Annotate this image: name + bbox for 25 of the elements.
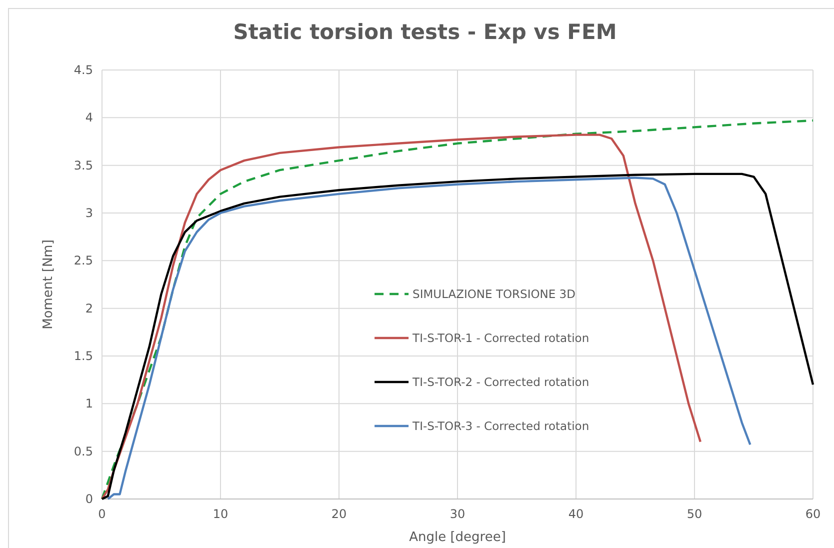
y-tick-label: 1.5 — [74, 349, 93, 363]
legend-label: SIMULAZIONE TORSIONE 3D — [412, 287, 576, 302]
x-axis-title: Angle [degree] — [409, 530, 506, 545]
y-axis-title: Moment [Nm] — [41, 240, 56, 330]
y-tick-label: 3 — [85, 206, 93, 220]
line-series — [100, 134, 702, 500]
legend-label: TI-S-TOR-1 - Corrected rotation — [412, 331, 590, 346]
x-tick-label: 10 — [212, 507, 228, 521]
legend-label: TI-S-TOR-2 - Corrected rotation — [412, 375, 590, 390]
chart-title: Static torsion tests - Exp vs FEM — [233, 20, 617, 44]
legend-label: TI-S-TOR-3 - Corrected rotation — [412, 419, 590, 434]
x-tick-label: 40 — [568, 507, 584, 521]
x-tick-label: 50 — [686, 507, 702, 521]
x-tick-label: 30 — [450, 507, 466, 521]
y-tick-label: 3.5 — [74, 158, 93, 172]
x-tick-label: 20 — [331, 507, 347, 521]
y-tick-label: 0.5 — [74, 444, 93, 458]
y-tick-label: 1 — [85, 396, 93, 411]
y-tick-label: 2 — [85, 301, 93, 316]
y-tick-label: 4.5 — [74, 63, 93, 77]
y-tick-label: 4 — [85, 110, 93, 125]
x-tick-label: 60 — [805, 507, 821, 521]
y-tick-label: 0 — [85, 492, 93, 506]
y-tick-label: 2.5 — [74, 254, 93, 268]
x-tick-label: 0 — [98, 507, 106, 521]
